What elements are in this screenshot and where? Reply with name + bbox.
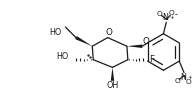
Text: O: O [157, 11, 163, 17]
Polygon shape [111, 67, 114, 81]
Polygon shape [75, 36, 92, 46]
Text: O: O [174, 78, 180, 84]
Text: HO: HO [50, 28, 62, 37]
Text: O: O [168, 10, 174, 16]
Text: O: O [186, 79, 192, 85]
Text: HO: HO [56, 52, 69, 61]
Text: O: O [105, 28, 112, 37]
Text: N: N [163, 13, 168, 22]
Text: +: + [187, 75, 191, 80]
Text: -: - [174, 10, 177, 19]
Text: -: - [192, 76, 193, 85]
Text: O: O [143, 37, 150, 46]
Text: N: N [180, 73, 186, 82]
Text: +: + [169, 15, 174, 20]
Polygon shape [127, 45, 142, 48]
Text: OH: OH [106, 81, 119, 90]
Text: F: F [149, 55, 154, 64]
